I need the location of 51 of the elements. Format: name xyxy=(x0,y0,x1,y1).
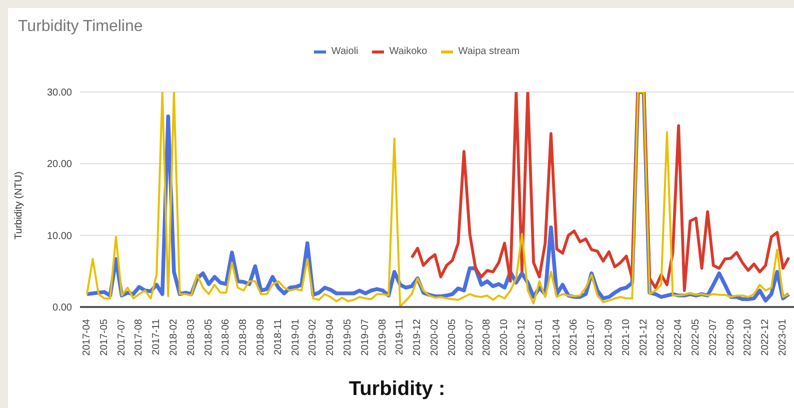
y-axis-title: Turbidity (NTU) xyxy=(14,172,25,240)
x-tick-label: 2022-04 xyxy=(673,318,684,356)
x-tick-label: 2021-07 xyxy=(586,318,598,356)
x-tick-label: 2022-12 xyxy=(760,318,772,356)
x-tick-label: 2022-02 xyxy=(656,318,667,356)
text: Turbidity : xyxy=(348,378,446,401)
x-tick-label: 2020-08 xyxy=(482,318,493,356)
x-tick-label: 2019-08 xyxy=(377,318,388,356)
x-tick-label: 2019-11 xyxy=(394,318,406,355)
x-tick-label: 2018-11 xyxy=(272,318,284,355)
x-tick-label: 2021-01 xyxy=(534,318,545,356)
x-tick-label: 2022-07 xyxy=(708,318,719,356)
x-tick-label: 2018-06 xyxy=(220,318,232,356)
legend-label: Waipa stream xyxy=(457,46,520,57)
x-tick-label: 2021-10 xyxy=(620,318,632,356)
x-tick-label: 2021-04 xyxy=(551,318,562,356)
chart-title: Turbidity Timeline xyxy=(18,18,143,36)
x-tick-label: 2019-07 xyxy=(360,318,371,356)
x-tick-label: 2021-09 xyxy=(603,318,614,356)
x-tick-label: 2020-12 xyxy=(516,318,528,356)
x-tick-label: 2023-01 xyxy=(777,318,788,356)
x-tick-label: 2018-02 xyxy=(168,318,180,356)
x-tick-label: 2020-05 xyxy=(446,318,458,356)
x-tick-label: 2017-07 xyxy=(116,318,128,356)
legend-label: Waioli xyxy=(330,46,358,57)
legend-label: Waikoko xyxy=(388,46,428,57)
y-tick-label: 20.00 xyxy=(46,159,72,170)
x-tick-label: 2017-11 xyxy=(151,318,162,355)
y-tick-label: 30.00 xyxy=(46,88,72,99)
x-tick-label: 2018-08 xyxy=(238,318,250,356)
x-tick-label: 2017-04 xyxy=(81,318,92,356)
x-tick-label: 2020-07 xyxy=(464,318,476,356)
x-tick-label: 2017-08 xyxy=(134,318,145,356)
x-tick-label: 2019-12 xyxy=(412,318,424,356)
x-tick-label: 2021-12 xyxy=(638,318,650,356)
x-tick-label: 2022-09 xyxy=(725,318,736,356)
x-tick-label: 2018-03 xyxy=(186,318,197,356)
x-tick-label: 2018-09 xyxy=(255,318,266,356)
x-tick-label: 2021-06 xyxy=(568,318,580,356)
x-tick-label: 2017-05 xyxy=(98,318,110,356)
x-tick-label: 2018-05 xyxy=(203,318,214,356)
x-tick-label: 2022-10 xyxy=(742,318,754,356)
x-tick-label: 2020-10 xyxy=(499,318,510,356)
x-tick-label: 2019-05 xyxy=(342,318,354,356)
y-tick-label: 10.00 xyxy=(46,230,72,242)
x-tick-label: 2022-05 xyxy=(690,318,702,356)
x-tick-label: 2019-04 xyxy=(325,318,336,356)
x-tick-label: 2020-02 xyxy=(429,318,440,356)
y-tick-label: 0.00 xyxy=(52,302,72,314)
x-tick-label: 2019-02 xyxy=(308,318,319,356)
x-tick-label: 2019-01 xyxy=(290,318,302,356)
